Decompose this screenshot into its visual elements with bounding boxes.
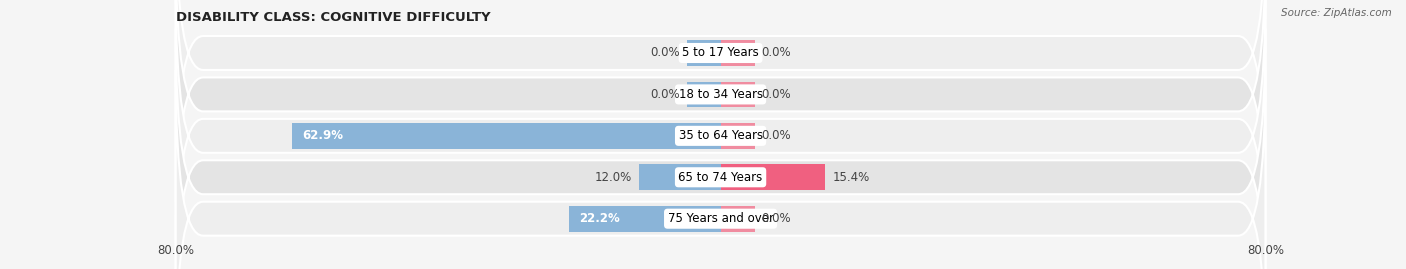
Text: Source: ZipAtlas.com: Source: ZipAtlas.com (1281, 8, 1392, 18)
Text: 15.4%: 15.4% (832, 171, 869, 184)
Bar (721, 40, 755, 66)
Bar (721, 206, 755, 232)
Bar (638, 164, 721, 190)
Text: 62.9%: 62.9% (302, 129, 343, 142)
Text: DISABILITY CLASS: COGNITIVE DIFFICULTY: DISABILITY CLASS: COGNITIVE DIFFICULTY (176, 11, 491, 24)
FancyBboxPatch shape (176, 0, 1265, 269)
Text: 0.0%: 0.0% (762, 47, 792, 59)
Text: 0.0%: 0.0% (762, 129, 792, 142)
Bar (292, 123, 721, 149)
FancyBboxPatch shape (176, 70, 1265, 269)
Bar (721, 164, 825, 190)
Bar (686, 82, 721, 107)
Text: 12.0%: 12.0% (595, 171, 633, 184)
Text: 35 to 64 Years: 35 to 64 Years (679, 129, 762, 142)
FancyBboxPatch shape (176, 29, 1265, 269)
Text: 0.0%: 0.0% (650, 47, 679, 59)
Text: 75 Years and over: 75 Years and over (668, 212, 773, 225)
Bar (686, 40, 721, 66)
Text: 18 to 34 Years: 18 to 34 Years (679, 88, 762, 101)
Text: 22.2%: 22.2% (579, 212, 620, 225)
Text: 65 to 74 Years: 65 to 74 Years (679, 171, 762, 184)
Text: 0.0%: 0.0% (762, 88, 792, 101)
Text: 0.0%: 0.0% (762, 212, 792, 225)
FancyBboxPatch shape (176, 0, 1265, 202)
Bar (569, 206, 721, 232)
Bar (721, 82, 755, 107)
Text: 5 to 17 Years: 5 to 17 Years (682, 47, 759, 59)
Bar (721, 123, 755, 149)
Text: 0.0%: 0.0% (650, 88, 679, 101)
FancyBboxPatch shape (176, 0, 1265, 243)
